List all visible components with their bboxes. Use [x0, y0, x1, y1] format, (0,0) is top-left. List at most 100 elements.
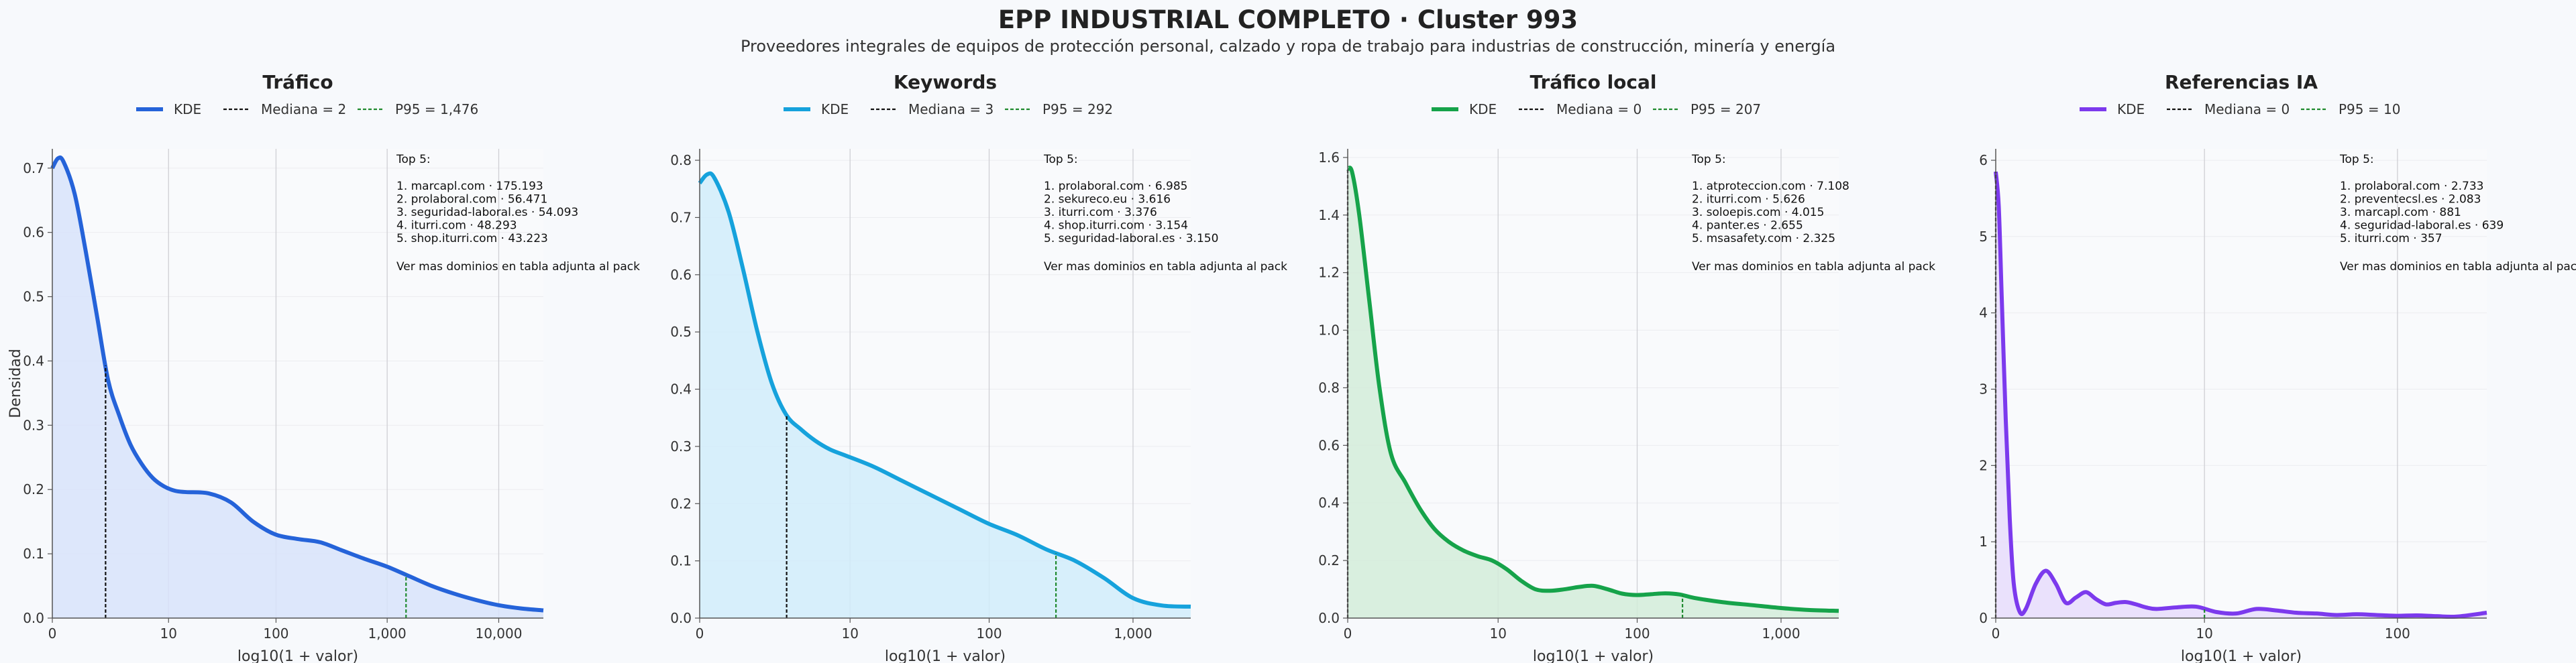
panel-title: Tráfico — [262, 71, 333, 93]
y-tick-label: 0.4 — [1318, 495, 1340, 511]
x-tick-label: 0 — [1344, 625, 1352, 642]
legend-kde-label: KDE — [2117, 101, 2145, 117]
x-tick-label: 0 — [1992, 625, 2000, 642]
x-tick-label: 1,000 — [1114, 625, 1152, 642]
x-axis-label: log10(1 + valor) — [237, 648, 358, 663]
x-tick-label: 0 — [696, 625, 704, 642]
annotation-item: 3. seguridad-laboral.es · 54.093 — [396, 206, 578, 219]
y-tick-label: 0.0 — [1318, 610, 1340, 626]
annotation-footer: Ver mas dominios en tabla adjunta al pac… — [1692, 260, 1935, 274]
annotation-item: 2. prolaboral.com · 56.471 — [396, 193, 547, 206]
x-axis-label: log10(1 + valor) — [1533, 648, 1654, 663]
panel-title: Tráfico local — [1530, 71, 1657, 93]
panels: 0.00.10.20.30.40.50.60.70 10 100 1,000 10,00… — [7, 71, 2576, 663]
annotation-item: 4. seguridad-laboral.es · 639 — [2340, 219, 2504, 233]
annotation-heading: Top 5: — [1043, 153, 1078, 166]
annotation-item: 3. iturri.com · 3.376 — [1044, 206, 1157, 219]
x-tick-label: 10 — [841, 625, 858, 642]
x-tick-label: 100 — [1624, 625, 1650, 642]
kde-line — [1994, 171, 2487, 619]
y-tick-label: 5 — [1979, 229, 1988, 245]
y-tick-label: 0.8 — [1318, 379, 1340, 396]
y-tick-label: 0.2 — [670, 495, 692, 511]
y-tick-label: 1 — [1979, 534, 1988, 550]
legend-p95-label: P95 = 292 — [1042, 101, 1113, 117]
annotation-footer: Ver mas dominios en tabla adjunta al pac… — [396, 260, 640, 274]
annotation-item: 4. panter.es · 2.655 — [1692, 219, 1803, 233]
x-tick-label: 10 — [1489, 625, 1506, 642]
legend-p95-label: P95 = 207 — [1690, 101, 1761, 117]
annotation-item: 5. shop.iturri.com · 43.223 — [396, 232, 548, 245]
kde-fill — [52, 157, 543, 619]
annotation-item: 2. preventecsl.es · 2.083 — [2340, 193, 2481, 206]
annotation-item: 4. iturri.com · 48.293 — [396, 219, 517, 233]
kde-line — [698, 171, 1191, 609]
legend-kde-label: KDE — [174, 101, 201, 117]
y-tick-label: 0 — [1979, 610, 1988, 626]
legend-median-label: Mediana = 3 — [908, 101, 994, 117]
figure-subtitle: Proveedores integrales de equipos de pro… — [741, 37, 1835, 56]
x-tick-label: 10 — [2196, 625, 2212, 642]
annotation-item: 1. atproteccion.com · 7.108 — [1692, 180, 1849, 193]
y-tick-label: 0.6 — [23, 225, 44, 241]
legend-median-label: Mediana = 0 — [2204, 101, 2290, 117]
y-tick-label: 0.5 — [23, 289, 44, 305]
panel-3: 0.0 0.2 0.4 0.6 0.8 1.0 1.2 1.4 1.6 0 10 100 1,000 Tr… — [1318, 71, 1935, 663]
y-tick-label: 1.2 — [1318, 265, 1340, 281]
annotation-footer: Ver mas dominios en tabla adjunta al pac… — [2340, 260, 2576, 274]
annotation-item: 2. sekureco.eu · 3.616 — [1044, 193, 1171, 206]
annotation-item: 5. iturri.com · 357 — [2340, 232, 2443, 245]
annotation-item: 4. shop.iturri.com · 3.154 — [1044, 219, 1188, 233]
y-tick-label: 0.5 — [670, 324, 692, 340]
x-tick-label: 100 — [976, 625, 1002, 642]
kde-fill — [1996, 172, 2487, 618]
kde-fill — [1348, 168, 1839, 618]
y-tick-label: 0.0 — [670, 610, 692, 626]
figure-title: EPP INDUSTRIAL COMPLETO · Cluster 993 — [998, 5, 1578, 34]
annotation-item: 5. seguridad-laboral.es · 3.150 — [1044, 232, 1218, 245]
x-tick-label: 100 — [263, 625, 288, 642]
legend-p95-label: P95 = 10 — [2339, 101, 2400, 117]
y-tick-label: 0.8 — [670, 152, 692, 168]
x-tick-label: 1,000 — [1762, 625, 1800, 642]
x-axis-label: log10(1 + valor) — [885, 648, 1006, 663]
y-tick-label: 1.6 — [1318, 149, 1340, 166]
y-tick-label: 2 — [1979, 457, 1988, 473]
panel-4: 0 1 2 3 4 5 6 0 10 100 Referencias IA log10(1 + val… — [1979, 71, 2576, 663]
y-axis-label: Densidad — [7, 349, 24, 418]
y-tick-label: 0.2 — [1318, 552, 1340, 568]
annotation-item: 3. soloepis.com · 4.015 — [1692, 206, 1824, 219]
x-tick-label: 0 — [48, 625, 57, 642]
legend-median-label: Mediana = 2 — [261, 101, 346, 117]
annotation-item: 2. iturri.com · 5.626 — [1692, 193, 1805, 206]
annotation-item: 1. prolaboral.com · 2.733 — [2340, 180, 2483, 193]
y-tick-label: 4 — [1979, 305, 1988, 321]
y-tick-label: 1.4 — [1318, 207, 1340, 223]
y-tick-label: 0.3 — [23, 417, 44, 433]
annotation-heading: Top 5: — [396, 153, 431, 166]
y-tick-label: 0.1 — [670, 553, 692, 569]
panel-1: 0.0 0.1 0.2 0.3 0.4 0.5 0.6 0.7 0 10 100 1,000 10,00… — [7, 71, 640, 663]
y-tick-label: 0.4 — [23, 353, 44, 369]
annotation-item: 1. prolaboral.com · 6.985 — [1044, 180, 1187, 193]
legend-kde-label: KDE — [821, 101, 849, 117]
y-tick-label: 0.0 — [23, 610, 44, 626]
y-tick-label: 0.2 — [23, 481, 44, 497]
y-tick-label: 0.3 — [670, 438, 692, 455]
annotation-item: 1. marcapl.com · 175.193 — [396, 180, 543, 193]
annotation-item: 5. msasafety.com · 2.325 — [1692, 232, 1835, 245]
kde-line — [50, 155, 544, 613]
y-tick-label: 0.6 — [1318, 437, 1340, 453]
x-tick-label: 1,000 — [368, 625, 407, 642]
x-tick-label: 100 — [2385, 625, 2410, 642]
panel-title: Keywords — [894, 71, 997, 93]
annotation-heading: Top 5: — [1691, 153, 1726, 166]
annotation-heading: Top 5: — [2339, 153, 2374, 166]
y-tick-label: 6 — [1979, 152, 1988, 168]
legend-p95-label: P95 = 1,476 — [395, 101, 478, 117]
kde-fill — [700, 173, 1191, 618]
y-tick-label: 0.4 — [670, 381, 692, 398]
annotation-footer: Ver mas dominios en tabla adjunta al pac… — [1044, 260, 1287, 274]
plot-area — [1996, 149, 2487, 618]
